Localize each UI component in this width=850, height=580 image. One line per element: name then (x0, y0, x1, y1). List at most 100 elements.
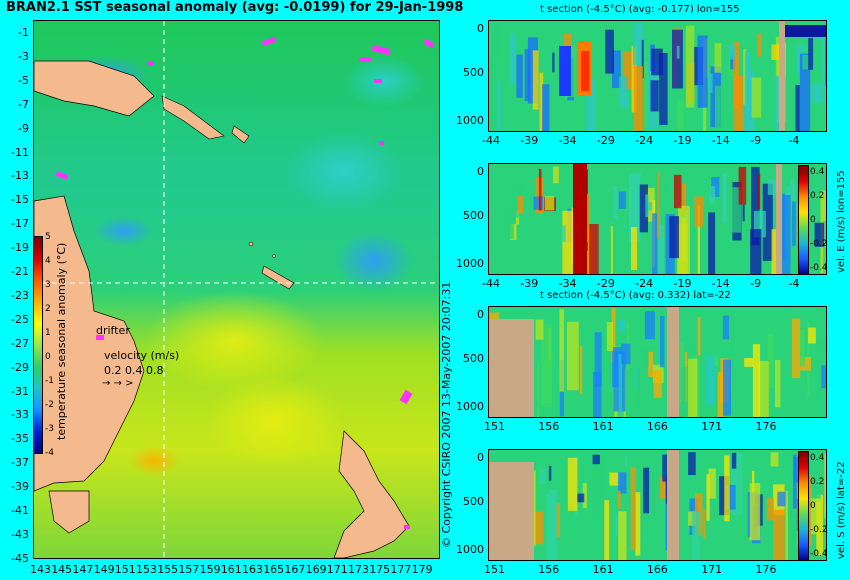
map-y-tick: -27 (11, 336, 29, 350)
colorbar-tick: -3 (45, 424, 54, 434)
section-y-tick: 500 (463, 352, 484, 365)
map-x-tick: 171 (326, 563, 348, 576)
new-zealand-landmass (333, 430, 410, 558)
map-x-tick: 179 (411, 563, 433, 576)
section-x-tick: 171 (701, 420, 723, 433)
section-x-tick: -9 (750, 277, 762, 290)
colorbar-tick: 1 (45, 328, 51, 338)
map-x-tick: 177 (390, 563, 412, 576)
velocity-colorbar-label: vel. S (m/s) lat=-22 (836, 461, 847, 559)
section-x-tick: 166 (646, 420, 668, 433)
map-y-tick: -25 (11, 312, 29, 326)
colorbar-tick: -1 (45, 376, 54, 386)
velocity-colorbar-tick: -0.4 (810, 549, 828, 559)
sst-anomaly-map[interactable] (33, 20, 440, 559)
velocity-colorbar (798, 451, 809, 561)
section-panel-4[interactable] (488, 449, 827, 561)
map-x-tick: 157 (178, 563, 200, 576)
section-x-tick: -4 (788, 277, 800, 290)
map-canvas (34, 21, 439, 558)
colorbar-tick: 2 (45, 304, 51, 314)
map-y-tick: -43 (11, 527, 29, 541)
section-x-tick: -9 (750, 134, 762, 147)
section-x-tick: -29 (596, 134, 615, 147)
section-x-tick: -34 (558, 277, 577, 290)
section-x-tick: -4 (788, 134, 800, 147)
section-y-tick: 1000 (456, 543, 484, 556)
section-x-tick: 176 (755, 563, 777, 576)
map-y-tick: -23 (11, 288, 29, 302)
colorbar-tick: 0 (45, 352, 51, 362)
map-x-tick: 159 (199, 563, 221, 576)
drifter-markers (55, 36, 435, 529)
map-y-tick: -1 (18, 26, 29, 39)
map-x-tick: 153 (136, 563, 157, 576)
map-x-tick: 143 (30, 563, 51, 576)
velocity-colorbar-tick: 0.4 (810, 453, 825, 463)
velocity-label: velocity (m/s) (104, 349, 180, 362)
map-y-tick: -13 (11, 169, 29, 183)
map-y-tick: -11 (11, 145, 29, 159)
tasmania-landmass (48, 490, 90, 534)
velocity-colorbar-tick: -0.2 (810, 525, 828, 535)
section-x-tick: 151 (484, 420, 505, 433)
map-x-tick: 175 (369, 563, 391, 576)
map-x-tick: 155 (157, 563, 179, 576)
section-panel-2[interactable] (488, 163, 827, 275)
map-x-tick: 163 (242, 563, 263, 576)
section-y-tick: 0 (477, 308, 484, 321)
velocity-colorbar-tick: 0.2 (810, 191, 825, 201)
map-y-tick: -37 (11, 456, 29, 470)
section-panel-3[interactable] (488, 306, 827, 418)
colorbar-tick: 4 (45, 256, 51, 266)
temperature-colorbar (33, 236, 43, 454)
velocity-colorbar-tick: 0.4 (810, 167, 825, 177)
section-y-tick: 0 (477, 22, 484, 35)
section-title: t section (-4.5°C) (avg: 0.332) lat=-22 (540, 290, 731, 301)
map-y-tick: -19 (11, 241, 29, 255)
section-x-tick: 156 (538, 420, 560, 433)
section-x-tick: 176 (755, 420, 777, 433)
copyright-text: © Copyright CSIRO 2007 13-May-2007 20:07… (440, 281, 453, 548)
section-y-tick: 500 (463, 66, 484, 79)
velocity-scale-ticks: 0.2 0.4 0.8 (104, 364, 164, 377)
map-y-tick: -3 (18, 49, 29, 63)
map-y-tick: -29 (11, 360, 29, 374)
section-heatmap (489, 164, 826, 274)
velocity-colorbar-tick: 0 (810, 501, 816, 511)
colorbar-tick: 5 (45, 232, 51, 242)
velocity-colorbar-tick: -0.2 (810, 239, 828, 249)
section-x-tick: -44 (482, 277, 500, 290)
map-x-tick: 161 (220, 563, 242, 576)
map-y-tick: -15 (11, 193, 29, 207)
drifter-label: drifter (96, 324, 130, 337)
section-x-tick: -34 (558, 134, 577, 147)
map-y-tick: -17 (11, 217, 29, 231)
velocity-colorbar-tick: 0.2 (810, 477, 825, 487)
velocity-colorbar-tick: 0 (810, 215, 816, 225)
section-heatmap (489, 450, 826, 560)
new-guinea-landmass (34, 60, 155, 117)
section-panel-1[interactable] (488, 20, 827, 132)
map-y-tick: -7 (18, 97, 29, 111)
colorbar-tick: -2 (45, 400, 54, 410)
section-y-tick: 1000 (456, 114, 484, 127)
section-y-tick: 500 (463, 495, 484, 508)
section-x-tick: -19 (673, 277, 692, 290)
section-x-tick: -24 (635, 134, 654, 147)
section-x-tick: 171 (701, 563, 723, 576)
section-x-tick: -24 (635, 277, 654, 290)
map-x-tick: 145 (51, 563, 73, 576)
section-x-tick: -14 (711, 134, 730, 147)
map-x-tick: 165 (263, 563, 285, 576)
map-x-tick: 151 (114, 563, 136, 576)
map-y-tick: -39 (11, 480, 29, 494)
section-x-tick: 161 (592, 563, 614, 576)
section-y-tick: 0 (477, 451, 484, 464)
section-x-tick: -39 (520, 277, 539, 290)
section-heatmap (489, 307, 826, 417)
map-x-tick: 149 (93, 563, 115, 576)
section-x-tick: 151 (484, 563, 505, 576)
section-y-tick: 1000 (456, 400, 484, 413)
velocity-colorbar-label: vel. E (m/s) lon=155 (836, 170, 847, 273)
